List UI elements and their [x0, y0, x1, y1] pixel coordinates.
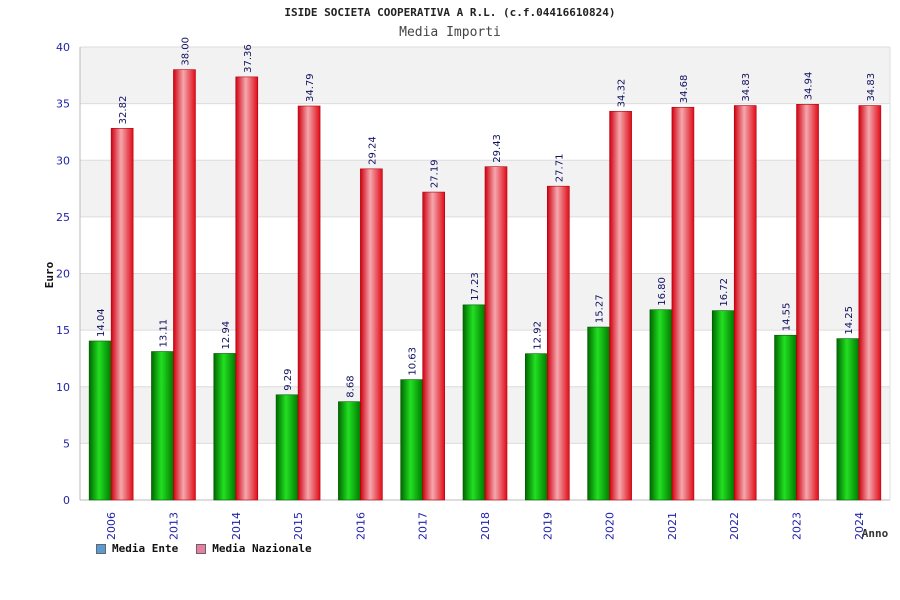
y-tick-label: 40: [56, 41, 70, 54]
bar-media-nazionale: [422, 191, 445, 501]
x-tick-label: 2016: [354, 512, 367, 540]
data-label: 27.71: [554, 154, 565, 183]
data-label: 29.43: [492, 134, 503, 163]
data-label: 34.79: [305, 73, 316, 102]
bar-media-nazionale: [360, 168, 383, 501]
legend-swatch: [96, 543, 106, 554]
bar-media-ente: [836, 338, 860, 501]
bar-media-ente: [88, 340, 112, 501]
bar-media-ente: [338, 401, 361, 501]
bar-media-nazionale: [733, 105, 757, 501]
data-label: 34.68: [679, 75, 690, 104]
y-tick-label: 20: [56, 268, 70, 281]
x-tick-label: 2015: [292, 512, 305, 540]
legend-label: Media Ente: [112, 542, 179, 555]
data-label: 34.83: [741, 73, 752, 102]
x-tick-label: 2014: [230, 512, 243, 540]
bar-media-nazionale: [609, 111, 632, 501]
x-tick-label: 2022: [728, 512, 741, 540]
bar-media-ente: [213, 353, 237, 501]
bar-media-nazionale: [235, 76, 259, 501]
chart-subtitle: Media Importi: [399, 25, 501, 40]
bar-media-ente: [711, 310, 735, 501]
bar-media-ente: [151, 351, 174, 501]
data-label: 16.80: [657, 277, 668, 306]
y-axis-label: Euro: [43, 261, 56, 288]
data-label: 16.72: [719, 278, 730, 307]
x-tick-label: 2013: [167, 512, 180, 540]
bar-media-nazionale: [671, 106, 695, 501]
y-tick-label: 10: [56, 381, 70, 394]
data-label: 9.29: [283, 369, 294, 391]
legend-item: Media Ente: [96, 542, 178, 555]
x-tick-label: 2017: [417, 512, 430, 540]
bar-media-nazionale: [796, 104, 819, 501]
x-tick-label: 2020: [604, 512, 617, 540]
bar-media-nazionale: [484, 166, 508, 501]
x-axis-label: Anno: [862, 527, 889, 540]
data-label: 29.24: [367, 136, 378, 165]
data-label: 14.04: [96, 308, 107, 337]
bar-media-ente: [774, 334, 797, 501]
y-tick-label: 25: [56, 211, 70, 224]
data-label: 12.94: [221, 321, 232, 350]
data-label: 8.68: [345, 375, 356, 397]
x-tick-label: 2024: [853, 512, 866, 540]
bar-media-nazionale: [110, 128, 134, 501]
bar-media-ente: [587, 326, 610, 501]
bar-media-ente: [649, 309, 673, 501]
data-label: 34.94: [804, 72, 815, 101]
x-tick-label: 2019: [541, 512, 554, 540]
bar-media-nazionale: [858, 105, 882, 501]
x-tick-label: 2023: [791, 512, 804, 540]
data-label: 15.27: [595, 294, 606, 323]
x-tick-label: 2021: [666, 512, 679, 540]
y-tick-label: 15: [56, 324, 70, 337]
bar-media-ente: [462, 304, 486, 501]
data-label: 34.32: [617, 79, 628, 108]
legend-label: Media Nazionale: [212, 542, 312, 555]
chart-title: ISIDE SOCIETA COOPERATIVA A R.L. (c.f.04…: [284, 6, 616, 19]
data-label: 38.00: [180, 37, 191, 66]
data-label: 10.63: [408, 347, 419, 376]
y-tick-label: 5: [63, 437, 70, 450]
data-label: 17.23: [470, 272, 481, 301]
data-label: 37.36: [243, 44, 254, 73]
data-label: 14.25: [844, 306, 855, 335]
data-label: 34.83: [866, 73, 877, 102]
y-tick-label: 30: [56, 154, 70, 167]
data-label: 27.19: [430, 159, 441, 188]
bar-media-nazionale: [173, 69, 196, 501]
x-tick-label: 2006: [105, 512, 118, 540]
bar-media-nazionale: [547, 185, 570, 501]
bar-media-nazionale: [297, 105, 321, 501]
legend-swatch: [196, 543, 207, 554]
y-tick-label: 35: [56, 98, 70, 111]
legend: Media Ente Media Nazionale: [96, 542, 312, 555]
data-label: 14.55: [782, 303, 793, 332]
data-label: 13.11: [158, 319, 169, 348]
data-label: 32.82: [118, 96, 129, 125]
y-tick-label: 0: [63, 494, 70, 507]
x-tick-label: 2018: [479, 512, 492, 540]
grid-band: [80, 47, 890, 104]
bar-media-ente: [525, 353, 548, 501]
bar-media-ente: [400, 379, 423, 501]
data-label: 12.92: [532, 321, 543, 350]
bar-media-ente: [275, 394, 299, 501]
legend-item: Media Nazionale: [196, 542, 312, 555]
